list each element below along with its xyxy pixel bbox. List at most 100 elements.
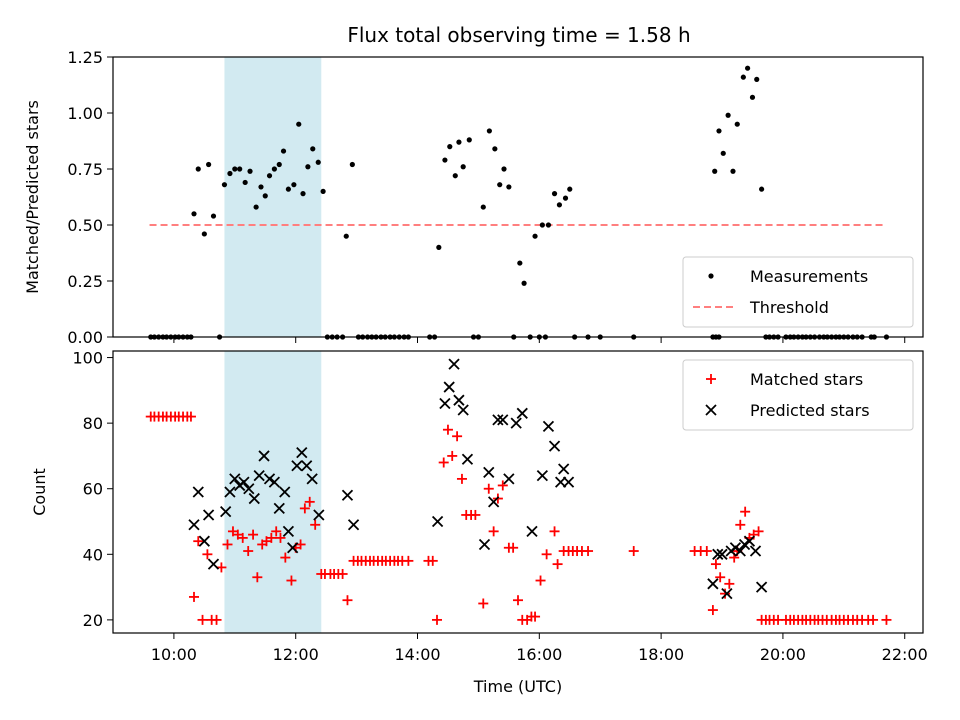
data-point [202,509,215,521]
data-point [461,453,474,465]
data-point [341,489,354,501]
data-point [720,150,726,156]
data-point [271,526,282,537]
data-point [403,555,414,566]
legend-label: Matched stars [750,370,863,389]
data-point [271,166,277,172]
data-point [497,414,509,426]
data-point [221,182,228,188]
data-point [238,476,250,488]
data-point [248,492,260,505]
legend-label: Measurements [750,267,868,286]
data-point [453,394,465,406]
data-point [188,519,200,531]
data-point [755,581,768,593]
data-point [483,483,494,494]
data-point [282,525,295,537]
data-point [248,529,259,540]
data-point [567,186,573,192]
data-point [535,575,546,586]
axes-frame-bottom [112,350,924,634]
data-point [320,188,326,194]
data-point [443,381,455,393]
legend-bottom: Matched stars Predicted stars [682,359,914,431]
data-point [881,614,892,625]
data-point [347,519,360,531]
data-point [759,186,765,192]
data-point [712,168,718,174]
data-point [192,486,204,498]
data-point [720,588,731,599]
data-point [253,204,259,210]
series-predicted-stars [188,358,768,600]
data-point [291,182,297,188]
data-point [285,186,291,192]
data-point [508,542,519,553]
data-point [754,76,760,82]
data-point [457,404,469,416]
data-point [442,157,448,163]
data-point [432,614,442,625]
data-point [273,502,285,515]
data-point [280,148,287,154]
data-point [202,549,213,560]
data-point [516,407,528,419]
data-point [552,559,563,570]
shaded-span-bottom [224,351,322,633]
legend-top: Measurements Threshold [682,256,914,328]
data-point [562,476,575,488]
data-point [216,562,227,573]
data-point [262,193,268,199]
y-axis-label-bottom: Count [30,468,49,516]
data-point [442,424,453,435]
data-point [734,545,746,557]
data-point [517,260,523,266]
legend-box [682,256,914,328]
data-point [253,469,265,482]
data-point [310,146,316,152]
y-tick-label: 0.00 [67,328,103,347]
data-point [342,595,353,606]
data-point [268,476,281,488]
data-point [291,460,303,472]
data-point [431,515,444,528]
data-point [480,204,486,210]
axes-frame-top [112,56,924,338]
data-point [548,440,561,452]
data-point [227,170,233,177]
data-point [583,546,594,557]
data-point [276,161,282,168]
data-point [721,588,733,600]
series-matched-stars [145,411,892,625]
data-point [201,231,207,237]
data-point [466,137,472,143]
data-point [452,173,458,179]
data-point [296,447,308,459]
data-point [506,184,512,190]
data-point [749,545,762,557]
data-point [735,519,746,530]
x-tick-label: 22:00 [882,645,928,664]
data-point [427,555,438,566]
y-tick-label: 1.00 [67,104,103,123]
data-point [745,65,751,71]
data-point [712,548,724,560]
data-point [266,532,277,543]
data-point [287,542,299,554]
data-point [447,450,458,461]
x-tick-label: 12:00 [273,645,319,664]
x-axis-label: Time (UTC) [473,677,562,696]
data-point [242,179,248,186]
data-point [716,548,728,560]
data-point [193,536,204,547]
data-point [753,526,764,537]
data-point [868,614,879,625]
data-point [304,496,315,507]
data-point [299,503,310,514]
y-tick-label: 80 [83,414,103,433]
data-point [315,159,321,165]
data-point [456,139,462,145]
data-point [280,552,291,563]
data-point [707,578,719,590]
data-point [541,549,552,560]
